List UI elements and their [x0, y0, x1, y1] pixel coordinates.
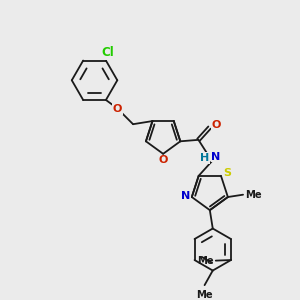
Text: O: O: [158, 155, 168, 165]
Text: S: S: [224, 169, 231, 178]
Text: Me: Me: [245, 190, 262, 200]
Text: Me: Me: [197, 256, 213, 266]
Text: Cl: Cl: [101, 46, 114, 59]
Text: O: O: [211, 120, 220, 130]
Text: N: N: [211, 152, 220, 162]
Text: H: H: [200, 153, 209, 163]
Text: O: O: [113, 104, 122, 114]
Text: Me: Me: [196, 290, 213, 299]
Text: N: N: [181, 190, 190, 201]
